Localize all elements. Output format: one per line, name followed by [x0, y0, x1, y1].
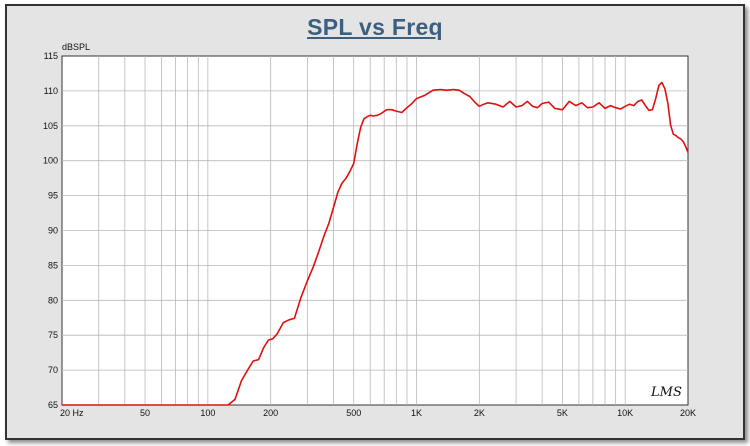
- y-tick-label: 115: [44, 51, 58, 61]
- y-tick-label: 110: [44, 86, 58, 96]
- y-axis-unit-label: dBSPL: [62, 42, 90, 52]
- y-tick-label: 75: [48, 330, 58, 340]
- y-tick-label: 70: [48, 365, 58, 375]
- y-tick-label: 100: [43, 156, 58, 166]
- x-tick-labels: 20 Hz 50 100 200 500 1K 2K 5K 10K 20K: [60, 408, 696, 418]
- x-tick-label: 20 Hz: [60, 408, 84, 418]
- x-tick-label: 10K: [617, 408, 633, 418]
- y-tick-label: 90: [48, 226, 58, 236]
- x-tick-label: 20K: [680, 408, 696, 418]
- y-tick-label: 80: [48, 295, 58, 305]
- y-tick-labels: 65 70 75 80 85 90 95 100 105 110 115: [43, 51, 58, 410]
- x-tick-label: 500: [346, 408, 361, 418]
- lms-logo: LMS: [650, 385, 682, 400]
- x-tick-label: 5K: [557, 408, 568, 418]
- x-tick-label: 2K: [474, 408, 485, 418]
- x-tick-label: 100: [200, 408, 215, 418]
- y-tick-label: 85: [48, 260, 58, 270]
- series-group: [62, 81, 689, 406]
- spl-series-line: [62, 81, 689, 406]
- y-tick-label: 95: [48, 191, 58, 201]
- x-tick-label: 50: [140, 408, 150, 418]
- y-tick-label: 65: [48, 400, 58, 410]
- y-tick-label: 105: [43, 121, 58, 131]
- chart-title: SPL vs Freq: [307, 14, 443, 40]
- x-tick-label: 1K: [411, 408, 422, 418]
- x-tick-label: 200: [263, 408, 278, 418]
- grid-lines: [62, 56, 688, 405]
